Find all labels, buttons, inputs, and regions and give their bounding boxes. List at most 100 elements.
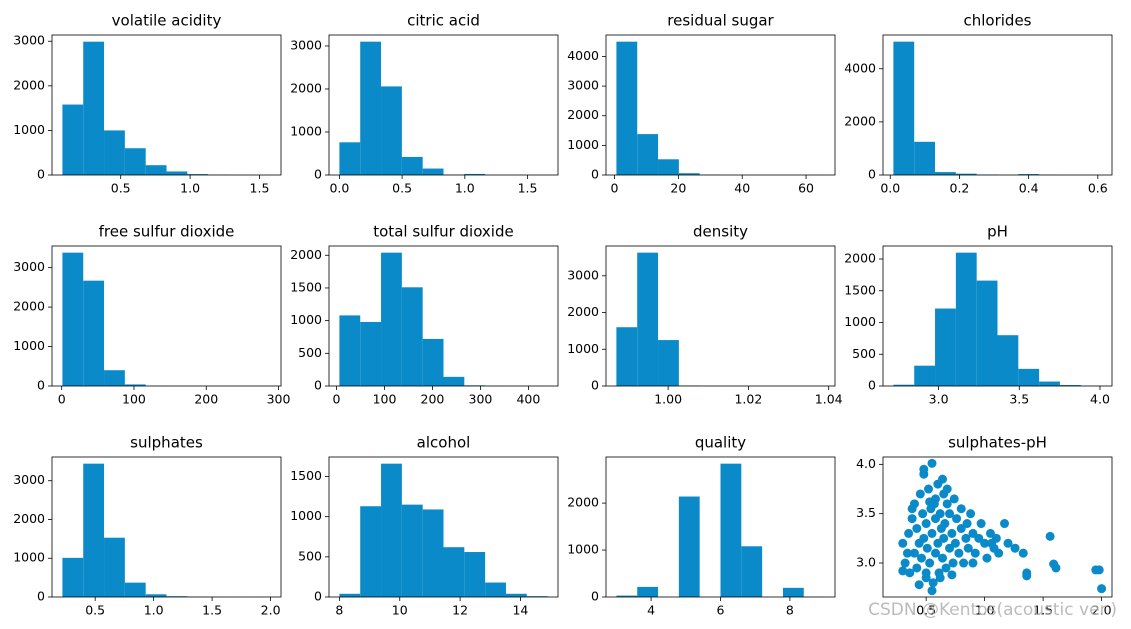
bar — [526, 596, 548, 597]
x-tick-label: 1.5 — [518, 181, 538, 196]
x-tick-label: 200 — [194, 392, 218, 407]
bar — [422, 168, 444, 175]
bar — [976, 280, 998, 386]
subplot-title: volatile acidity — [112, 12, 222, 30]
bar — [443, 547, 465, 597]
x-tick-label: 300 — [469, 392, 493, 407]
y-tick-label: 3.5 — [856, 505, 876, 520]
x-tick-label: 0.4 — [1019, 181, 1039, 196]
subplot-title: sulphates-pH — [948, 434, 1047, 452]
point — [954, 548, 964, 558]
bar — [464, 173, 486, 175]
y-tick-label: 500 — [298, 548, 322, 563]
x-tick-label: 0.5 — [85, 603, 105, 618]
bar — [360, 321, 382, 386]
point — [947, 570, 957, 580]
point — [931, 548, 941, 558]
bar — [401, 287, 423, 386]
x-tick-label: 1.02 — [734, 392, 762, 407]
point — [941, 563, 951, 573]
point — [1000, 519, 1010, 529]
point — [970, 548, 980, 558]
subplot-title: pH — [987, 223, 1008, 241]
bar — [637, 586, 659, 597]
subplot-title: citric acid — [407, 12, 480, 30]
point — [942, 499, 952, 509]
bar — [1018, 174, 1040, 175]
x-tick-label: 1.5 — [202, 603, 222, 618]
bar — [401, 504, 423, 597]
bar — [782, 587, 804, 597]
x-tick-label: 40 — [734, 181, 750, 196]
x-tick-label: 1.0 — [975, 603, 995, 618]
axes-frame — [328, 34, 559, 176]
point — [963, 543, 973, 553]
bar — [955, 173, 977, 175]
bar — [381, 463, 402, 597]
point — [949, 494, 959, 504]
axes-frame — [605, 34, 836, 176]
point — [966, 509, 976, 519]
axes-frame — [51, 245, 282, 387]
point — [921, 568, 931, 578]
bar — [893, 384, 915, 386]
bar — [914, 141, 936, 175]
subplot-title: residual sugar — [667, 12, 774, 30]
y-tick-label: 1000 — [13, 338, 45, 353]
y-tick-label: 3000 — [13, 472, 45, 487]
bar — [443, 376, 465, 386]
bar — [62, 557, 84, 597]
point — [1097, 584, 1107, 594]
bar — [935, 172, 956, 175]
y-tick-label: 3000 — [13, 33, 45, 48]
point — [922, 543, 932, 553]
point — [909, 548, 919, 558]
bar — [1039, 381, 1060, 386]
x-tick-label: 0 — [611, 181, 619, 196]
bar — [62, 104, 84, 175]
y-tick-label: 500 — [298, 345, 322, 360]
bar — [955, 252, 977, 386]
x-tick-label: 60 — [798, 181, 814, 196]
point — [987, 538, 997, 548]
y-tick-label: 2000 — [13, 299, 45, 314]
x-tick-label: 20 — [670, 181, 686, 196]
bar — [720, 463, 742, 597]
y-tick-label: 0 — [37, 589, 45, 604]
bar — [616, 41, 638, 175]
x-tick-label: 14 — [512, 603, 528, 618]
axes-frame — [328, 245, 559, 387]
bar — [187, 174, 209, 175]
point — [956, 504, 966, 514]
point — [898, 538, 908, 548]
x-tick-label: 0.0 — [329, 181, 349, 196]
y-tick-label: 1000 — [290, 508, 322, 523]
y-tick-label: 2000 — [844, 251, 876, 266]
point — [915, 489, 925, 499]
y-tick-label: 1000 — [290, 123, 322, 138]
x-tick-label: 0 — [58, 392, 66, 407]
bar — [422, 509, 444, 597]
point — [1022, 571, 1032, 581]
y-tick-label: 1000 — [290, 312, 322, 327]
point — [959, 558, 969, 568]
bar — [616, 595, 638, 597]
y-tick-label: 0 — [314, 589, 322, 604]
point — [935, 509, 945, 519]
y-tick-label: 1000 — [567, 341, 599, 356]
x-tick-label: 0.2 — [950, 181, 970, 196]
axes-frame — [51, 34, 282, 176]
point — [994, 548, 1004, 558]
point — [976, 519, 986, 529]
subplot-title: free sulfur dioxide — [99, 223, 235, 241]
bar — [339, 142, 361, 175]
point — [950, 538, 960, 548]
bar — [914, 365, 936, 386]
point — [982, 553, 992, 563]
bar — [145, 594, 167, 597]
y-tick-label: 2000 — [567, 495, 599, 510]
bar — [381, 252, 402, 386]
point — [927, 586, 937, 596]
x-tick-label: 1.04 — [815, 392, 843, 407]
point — [912, 563, 922, 573]
